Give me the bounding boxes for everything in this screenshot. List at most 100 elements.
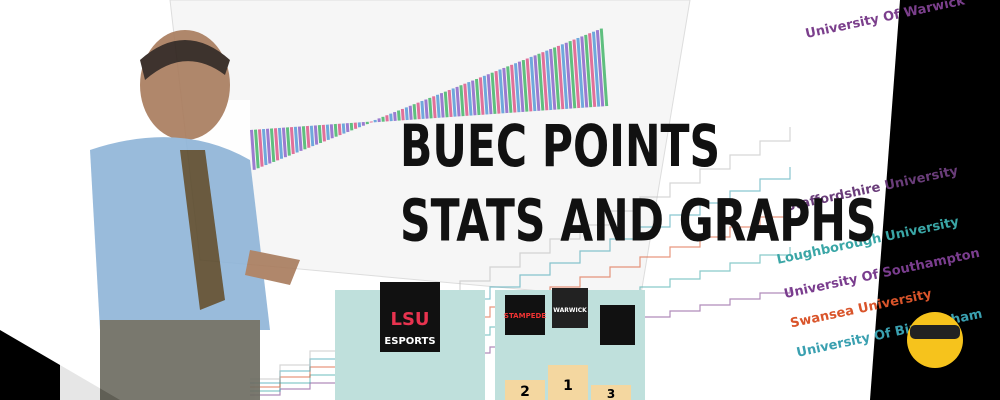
decor-bar bbox=[305, 125, 311, 148]
decor-bar bbox=[580, 36, 589, 108]
decor-bar bbox=[393, 111, 397, 121]
decor-bar bbox=[560, 44, 569, 109]
decor-bar bbox=[412, 104, 417, 120]
title-line: BUEC POINTS bbox=[400, 113, 720, 180]
title: BUEC POINTS STATS AND GRAPHS bbox=[400, 113, 877, 255]
decor-bar bbox=[525, 58, 533, 112]
decor-bar bbox=[471, 80, 477, 116]
logo-text: ESPORTS bbox=[384, 336, 435, 347]
decor-bar bbox=[297, 126, 303, 151]
decor-bar bbox=[478, 77, 485, 115]
decor-bar bbox=[345, 123, 350, 133]
decor-bar bbox=[556, 45, 565, 110]
decor-bar bbox=[451, 88, 457, 117]
decor-bar bbox=[443, 91, 449, 118]
decor-bar bbox=[361, 121, 365, 126]
decor-bar bbox=[572, 39, 581, 109]
decor-bar bbox=[490, 72, 497, 114]
decor-bar bbox=[549, 48, 557, 110]
decor-bar bbox=[529, 56, 537, 112]
logo-bg bbox=[505, 295, 545, 335]
sunglasses bbox=[910, 325, 960, 339]
decor-bar bbox=[517, 61, 525, 113]
decor-bar bbox=[333, 123, 338, 137]
decor-bar bbox=[576, 37, 585, 108]
decor-bar bbox=[506, 66, 513, 113]
decor-bar bbox=[325, 124, 330, 140]
podium-number: 1 bbox=[563, 378, 573, 394]
decor-bar bbox=[269, 128, 276, 163]
decor-bar bbox=[408, 105, 413, 120]
decor-bar bbox=[486, 74, 493, 115]
emoji-face bbox=[907, 312, 963, 368]
decor-bar bbox=[537, 53, 545, 111]
decor-bar bbox=[309, 125, 315, 147]
person bbox=[60, 30, 300, 400]
decor-bar bbox=[502, 67, 509, 114]
decor-bar bbox=[513, 63, 521, 113]
decor-bar bbox=[301, 126, 307, 150]
title-line: STATS AND GRAPHS bbox=[400, 187, 877, 254]
decor-bar bbox=[293, 126, 299, 153]
logo-bg bbox=[552, 288, 588, 328]
decor-bar bbox=[439, 93, 445, 118]
decor-bar bbox=[250, 129, 256, 170]
tie bbox=[180, 150, 225, 310]
decor-bar bbox=[257, 129, 264, 167]
decor-bar bbox=[595, 30, 605, 107]
podium-step bbox=[548, 365, 588, 400]
decor-bar bbox=[349, 122, 354, 131]
decor-bar bbox=[277, 127, 284, 159]
decor-bar bbox=[357, 122, 362, 128]
decor-bar bbox=[521, 59, 529, 112]
decor-bar bbox=[459, 85, 465, 117]
decor-bar bbox=[385, 115, 389, 122]
decor-bar bbox=[404, 107, 409, 121]
decor-bar bbox=[599, 28, 609, 107]
decor-bar bbox=[377, 118, 381, 123]
decor-bar bbox=[337, 123, 342, 136]
podium-step bbox=[505, 380, 545, 400]
logo-text: STAMPEDE bbox=[504, 312, 546, 320]
logo-bg bbox=[380, 282, 440, 352]
decor-bar bbox=[510, 64, 517, 113]
decor-bar bbox=[591, 31, 601, 107]
decor-bar bbox=[436, 94, 441, 118]
decor-bar bbox=[353, 122, 358, 129]
decor-bar bbox=[584, 34, 593, 108]
decor-bar bbox=[588, 33, 597, 108]
decor-bar bbox=[273, 128, 280, 161]
decor-bar bbox=[253, 129, 260, 169]
decor-bar bbox=[482, 75, 489, 115]
shirt bbox=[90, 137, 270, 330]
hair bbox=[140, 40, 230, 80]
decor-bar bbox=[420, 100, 425, 119]
emoji bbox=[907, 312, 963, 368]
decor-bar bbox=[381, 116, 385, 122]
decor-bar bbox=[533, 55, 541, 111]
decor-bar bbox=[428, 97, 433, 119]
decor-bar bbox=[400, 108, 405, 121]
decor-bar bbox=[552, 47, 561, 110]
bar-chart-decoration bbox=[250, 28, 609, 170]
lsu-card: LSU ESPORTS bbox=[335, 282, 485, 400]
hand bbox=[245, 250, 300, 285]
black-corner bbox=[870, 0, 1000, 400]
decor-bar bbox=[416, 102, 421, 120]
podium-number: 2 bbox=[520, 384, 530, 400]
decor-bar bbox=[265, 128, 272, 164]
logo-text: WARWICK bbox=[553, 307, 587, 314]
decor-bar bbox=[455, 86, 461, 117]
decor-bar bbox=[285, 127, 291, 156]
logo-bg bbox=[600, 305, 635, 345]
decor-bar bbox=[447, 89, 453, 118]
decor-bar bbox=[289, 127, 295, 155]
decor-bar bbox=[564, 42, 573, 109]
decor-bar bbox=[568, 41, 577, 109]
decor-bar bbox=[474, 78, 481, 116]
podium-card: STAMPEDE WARWICK 2 1 3 bbox=[495, 288, 645, 400]
decor-bar bbox=[389, 113, 393, 122]
decor-bar bbox=[261, 128, 268, 166]
decor-bar bbox=[545, 50, 553, 111]
